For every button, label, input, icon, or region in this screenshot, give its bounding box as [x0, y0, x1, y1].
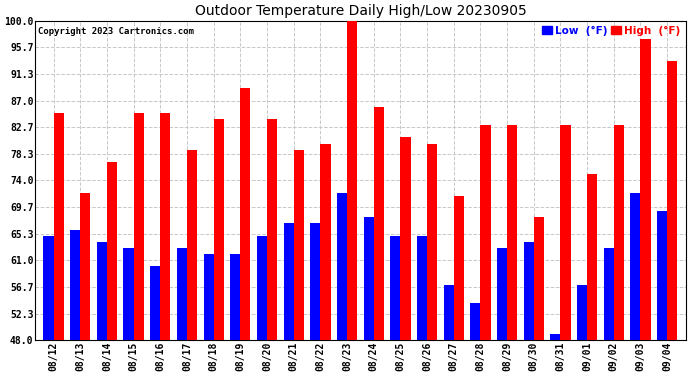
Bar	[614, 125, 624, 340]
Bar	[160, 113, 170, 340]
Bar	[134, 113, 144, 340]
Bar	[454, 196, 464, 340]
Bar	[427, 144, 437, 340]
Bar	[150, 266, 160, 340]
Bar	[294, 150, 304, 340]
Bar	[587, 174, 598, 340]
Bar	[417, 236, 427, 340]
Bar	[230, 254, 240, 340]
Bar	[107, 162, 117, 340]
Bar	[480, 125, 491, 340]
Bar	[374, 107, 384, 340]
Bar	[471, 303, 480, 340]
Bar	[80, 193, 90, 340]
Bar	[534, 217, 544, 340]
Bar	[284, 224, 294, 340]
Bar	[267, 119, 277, 340]
Bar	[54, 113, 63, 340]
Bar	[257, 236, 267, 340]
Bar	[364, 217, 374, 340]
Bar	[240, 88, 250, 340]
Bar	[667, 61, 678, 340]
Bar	[497, 248, 507, 340]
Bar	[657, 211, 667, 340]
Bar	[560, 125, 571, 340]
Bar	[640, 39, 651, 340]
Bar	[310, 224, 320, 340]
Text: Copyright 2023 Cartronics.com: Copyright 2023 Cartronics.com	[38, 27, 194, 36]
Bar	[187, 150, 197, 340]
Title: Outdoor Temperature Daily High/Low 20230905: Outdoor Temperature Daily High/Low 20230…	[195, 4, 526, 18]
Bar	[320, 144, 331, 340]
Bar	[214, 119, 224, 340]
Legend: Low  (°F), High  (°F): Low (°F), High (°F)	[542, 26, 680, 36]
Bar	[400, 137, 411, 340]
Bar	[204, 254, 214, 340]
Bar	[524, 242, 534, 340]
Bar	[43, 236, 54, 340]
Bar	[551, 334, 560, 340]
Bar	[444, 285, 454, 340]
Bar	[70, 230, 80, 340]
Bar	[391, 236, 400, 340]
Bar	[347, 21, 357, 340]
Bar	[577, 285, 587, 340]
Bar	[604, 248, 614, 340]
Bar	[337, 193, 347, 340]
Bar	[177, 248, 187, 340]
Bar	[631, 193, 640, 340]
Bar	[124, 248, 134, 340]
Bar	[507, 125, 518, 340]
Bar	[97, 242, 107, 340]
